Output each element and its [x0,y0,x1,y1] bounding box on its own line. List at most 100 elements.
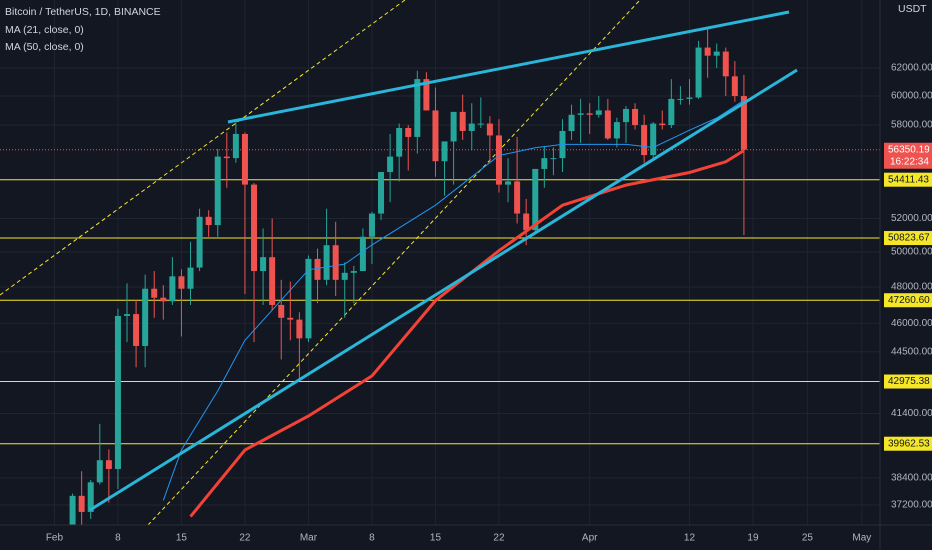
candle-body [677,98,684,100]
currency-label[interactable]: USDT [898,3,927,15]
candle-body [568,114,575,131]
candle-body [532,168,539,231]
candle-body [269,257,276,305]
candle-body [396,128,403,157]
candle-body [232,133,239,159]
candle-body [378,172,385,214]
level-label: 50823.67 [888,233,930,244]
candle-body [514,181,521,214]
candle-body [632,108,639,126]
x-tick-label: 8 [115,533,121,544]
candle-body [523,213,530,231]
candle-body [214,156,221,226]
candle-body [668,98,675,126]
level-label-box [884,172,932,187]
candle-body [468,123,475,131]
candle-body [205,216,212,226]
time-axis [0,525,880,550]
candle-body [133,314,140,346]
candle-body [368,213,375,237]
y-tick-label: 48000.00 [891,282,932,293]
candle-body [695,47,702,98]
candle-body [359,236,366,272]
x-tick-label: Apr [582,533,598,544]
candle-body [740,96,747,150]
candle-body [350,271,357,273]
candle-body [87,482,94,512]
y-tick-label: 58000.00 [891,120,932,131]
legend-entry[interactable]: MA (21, close, 0) [5,24,84,36]
candle-body [613,122,620,139]
candle-body [713,51,720,56]
candle-body [505,181,512,185]
last-price-label: 56350.19 [888,144,930,155]
level-label: 47260.60 [888,295,930,306]
candle-body [722,51,729,77]
x-tick-label: 25 [802,533,814,544]
axes: 37200.00 38400.00 41400.00 44500.00 46000.00… [46,63,932,544]
x-tick-label: May [852,533,871,544]
candle-body [260,257,267,272]
y-tick-label: 52000.00 [891,213,932,224]
x-tick-label: 19 [747,533,759,544]
candle-body [96,460,103,483]
candle-body [586,113,593,115]
candle-body [659,123,666,126]
candle-body [187,267,194,289]
candle-body [704,47,711,56]
x-tick-label: 12 [684,533,696,544]
candle-body [114,315,121,469]
candle-body [142,288,149,346]
candle-body [477,123,484,125]
candle-body [641,125,648,156]
candle-body [414,79,421,137]
candle-body [731,76,738,97]
levels [0,149,880,445]
candle-body [604,110,611,139]
candle-body [387,156,394,173]
candle-body [595,110,602,115]
level-label-box [884,293,932,308]
y-tick-label: 38400.00 [891,472,932,483]
candle-body [450,111,457,142]
candle-body [441,141,448,162]
candle-body [196,216,203,268]
chart-title: Bitcoin / TetherUS, 1D, BINANCE [5,6,161,18]
x-tick-label: 15 [176,533,188,544]
candle-body [241,133,248,185]
level-label-box [884,436,932,451]
countdown-label: 16:22:34 [890,156,929,167]
candle-body [178,276,185,289]
trend-line [227,10,790,124]
candle-body [314,258,321,280]
y-tick-label: 46000.00 [891,318,932,329]
candle-body [332,245,339,280]
moving-average [162,99,745,501]
candle-body [160,297,167,302]
candle-body [223,156,230,159]
candle-body [151,288,158,298]
moving-average [189,149,745,518]
candle-body [78,495,85,512]
candle-body [251,184,258,272]
level-label: 42975.38 [888,376,930,387]
legend-entry[interactable]: MA (50, close, 0) [5,41,84,53]
level-label-box [884,231,932,246]
candle-body [296,319,303,339]
x-tick-label: 22 [493,533,505,544]
candle-body [686,97,693,99]
candle-body [459,111,466,131]
candle-body [405,128,412,137]
candle-body [124,314,131,316]
price-axis [880,0,932,550]
candle-body [105,460,112,469]
candle-body [305,258,312,339]
y-tick-label: 62000.00 [891,63,932,74]
candle-body [341,272,348,280]
level-label: 54411.43 [888,174,929,185]
candle-body [577,113,584,115]
candle-body [278,304,285,318]
candle-body [169,276,176,302]
